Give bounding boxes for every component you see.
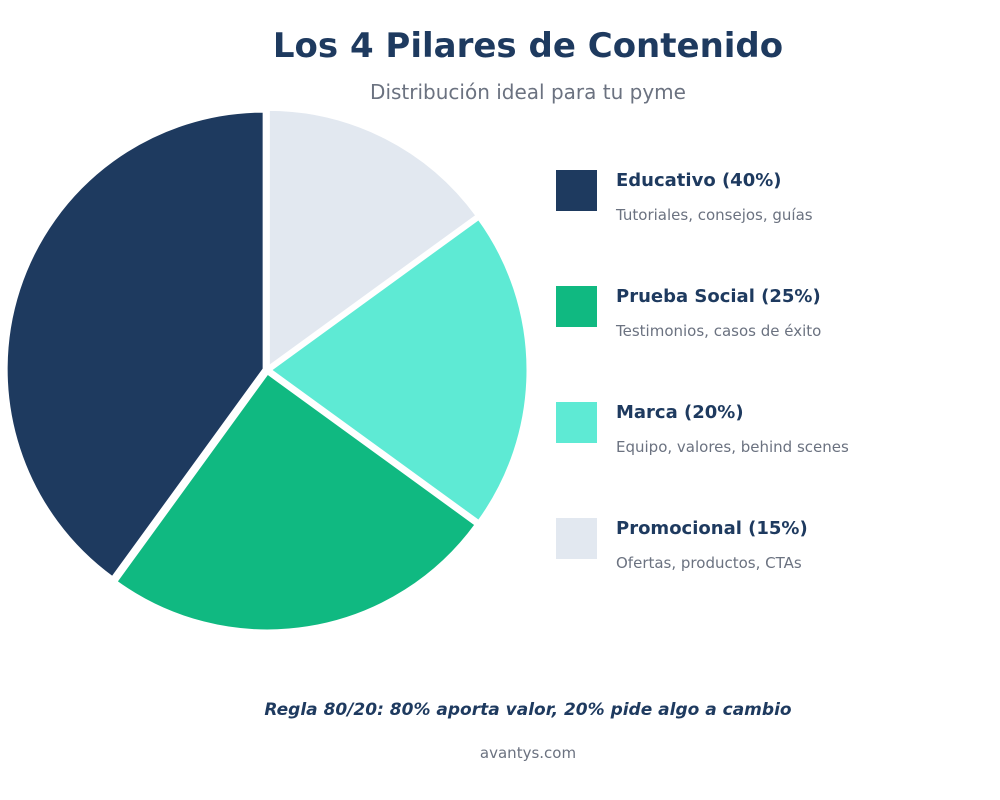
legend-description: Ofertas, productos, CTAs	[616, 554, 802, 572]
rule-annotation: Regla 80/20: 80% aporta valor, 20% pide …	[264, 700, 792, 720]
legend-description: Equipo, valores, behind scenes	[616, 438, 849, 456]
legend-item-promocional: Promocional (15%) Ofertas, productos, CT…	[556, 518, 976, 634]
pie-slice-promocional	[266, 107, 480, 371]
legend-swatch	[556, 170, 597, 211]
legend-item-educativo: Educativo (40%) Tutoriales, consejos, gu…	[556, 170, 976, 286]
legend-label: Prueba Social (25%)	[616, 286, 821, 307]
legend-item-prueba-social: Prueba Social (25%) Testimonios, casos d…	[556, 286, 976, 402]
legend-description: Testimonios, casos de éxito	[616, 322, 822, 340]
legend-swatch	[556, 518, 597, 559]
legend-swatch	[556, 286, 597, 327]
legend-swatch	[556, 402, 597, 443]
legend-description: Tutoriales, consejos, guías	[616, 206, 813, 224]
source-credit: avantys.com	[479, 744, 577, 762]
pie-slice-prueba-social	[113, 370, 479, 633]
legend-label: Promocional (15%)	[616, 518, 808, 539]
pie-slice-educativo	[4, 109, 266, 580]
chart-subtitle: Distribución ideal para tu pyme	[370, 80, 686, 104]
legend-label: Educativo (40%)	[616, 170, 782, 191]
legend-item-marca: Marca (20%) Equipo, valores, behind scen…	[556, 402, 976, 518]
legend-label: Marca (20%)	[616, 402, 744, 423]
pie-slice-marca	[267, 216, 530, 524]
chart-title: Los 4 Pilares de Contenido	[272, 26, 784, 66]
legend: Educativo (40%) Tutoriales, consejos, gu…	[556, 170, 976, 634]
